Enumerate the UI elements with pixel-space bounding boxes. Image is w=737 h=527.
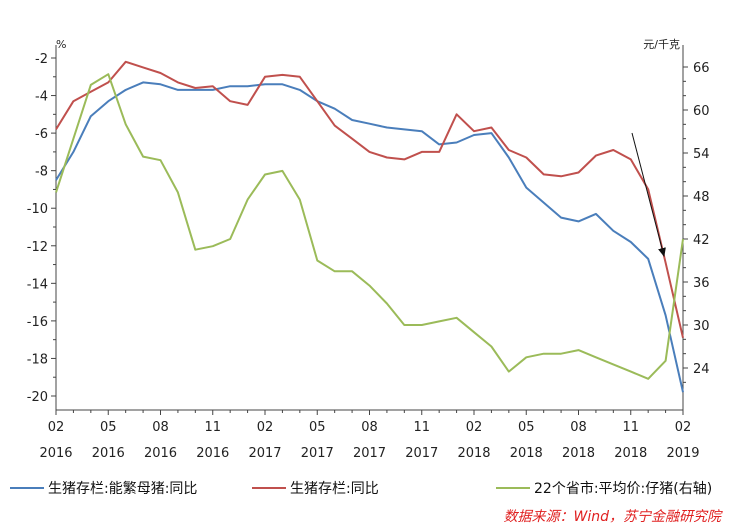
chart-annotation xyxy=(631,132,666,257)
right-axis-unit: 元/千克 xyxy=(643,38,680,51)
series-line-2 xyxy=(55,73,684,380)
left-tick-label: -8 xyxy=(35,165,48,180)
x-tick-month-label: 05 xyxy=(518,420,535,435)
left-tick-label: -16 xyxy=(27,315,48,330)
right-tick-label: 24 xyxy=(693,362,710,377)
left-tick-label: -10 xyxy=(27,202,48,217)
trend-arrow xyxy=(631,132,666,257)
legend-item-hog-inventory: 生猪存栏:同比 xyxy=(252,478,379,498)
chart-axes: % 元/千克 -2 -4 -6 -8 -10 -12 -14 -16 -18 -20 66 60 54 48 4… xyxy=(27,38,710,461)
legend-label: 22个省市:平均价:仔猪(右轴) xyxy=(534,481,713,497)
right-tick-label: 30 xyxy=(693,319,710,334)
x-tick-year-label: 2018 xyxy=(614,446,647,461)
left-axis-unit: % xyxy=(56,38,66,51)
x-tick-year-label: 2018 xyxy=(562,446,595,461)
x-tick-year-label: 2016 xyxy=(39,446,72,461)
x-tick-month-label: 08 xyxy=(152,420,169,435)
x-tick-year-label: 2018 xyxy=(457,446,490,461)
x-tick-month-label: 02 xyxy=(466,420,483,435)
right-tick-label: 36 xyxy=(693,276,710,291)
legend-swatch xyxy=(496,487,530,489)
series-line-0 xyxy=(55,81,684,393)
right-tick-label: 60 xyxy=(693,104,710,119)
legend-item-breeding-sow: 生猪存栏:能繁母猪:同比 xyxy=(10,478,197,498)
x-tick-month-label: 02 xyxy=(257,420,274,435)
right-tick-label: 48 xyxy=(693,190,710,205)
x-tick-year-label: 2017 xyxy=(405,446,438,461)
legend-item-piglet-price: 22个省市:平均价:仔猪(右轴) xyxy=(496,478,712,498)
x-tick-month-label: 02 xyxy=(48,420,65,435)
legend-label: 生猪存栏:同比 xyxy=(290,481,379,497)
x-tick-month-label: 05 xyxy=(309,420,326,435)
x-tick-month-label: 08 xyxy=(361,420,378,435)
left-tick-label: -4 xyxy=(35,90,48,105)
x-tick-month-label: 11 xyxy=(204,420,221,435)
chart-legend: 生猪存栏:能繁母猪:同比 生猪存栏:同比 22个省市:平均价:仔猪(右轴) xyxy=(0,474,737,500)
x-tick-year-label: 2016 xyxy=(144,446,177,461)
x-tick-month-label: 11 xyxy=(413,420,430,435)
x-tick-year-label: 2019 xyxy=(666,446,699,461)
x-tick-year-label: 2017 xyxy=(248,446,281,461)
series-line-1 xyxy=(55,60,684,339)
x-tick-year-label: 2016 xyxy=(92,446,125,461)
x-tick-year-label: 2017 xyxy=(353,446,386,461)
legend-label: 生猪存栏:能繁母猪:同比 xyxy=(48,481,198,497)
x-tick-month-label: 05 xyxy=(100,420,117,435)
legend-swatch xyxy=(252,487,286,489)
data-source-note: 数据来源：Wind，苏宁金融研究院 xyxy=(503,509,722,525)
x-tick-year-label: 2017 xyxy=(301,446,334,461)
x-tick-month-label: 11 xyxy=(622,420,639,435)
chart-series xyxy=(55,60,684,393)
right-tick-label: 42 xyxy=(693,233,710,248)
legend-swatch xyxy=(10,487,44,489)
left-tick-label: -6 xyxy=(35,127,48,142)
x-tick-month-label: 02 xyxy=(675,420,692,435)
x-tick-year-label: 2016 xyxy=(196,446,229,461)
x-tick-year-label: 2018 xyxy=(510,446,543,461)
left-tick-label: -12 xyxy=(27,240,48,255)
line-chart: % 元/千克 -2 -4 -6 -8 -10 -12 -14 -16 -18 -20 66 60 54 48 4… xyxy=(27,38,710,461)
x-tick-month-label: 08 xyxy=(570,420,587,435)
left-tick-label: -20 xyxy=(27,390,48,405)
left-tick-label: -18 xyxy=(27,352,48,367)
left-tick-label: -14 xyxy=(27,277,48,292)
left-tick-label: -2 xyxy=(35,52,48,67)
right-tick-label: 66 xyxy=(693,61,710,76)
right-tick-label: 54 xyxy=(693,147,710,162)
